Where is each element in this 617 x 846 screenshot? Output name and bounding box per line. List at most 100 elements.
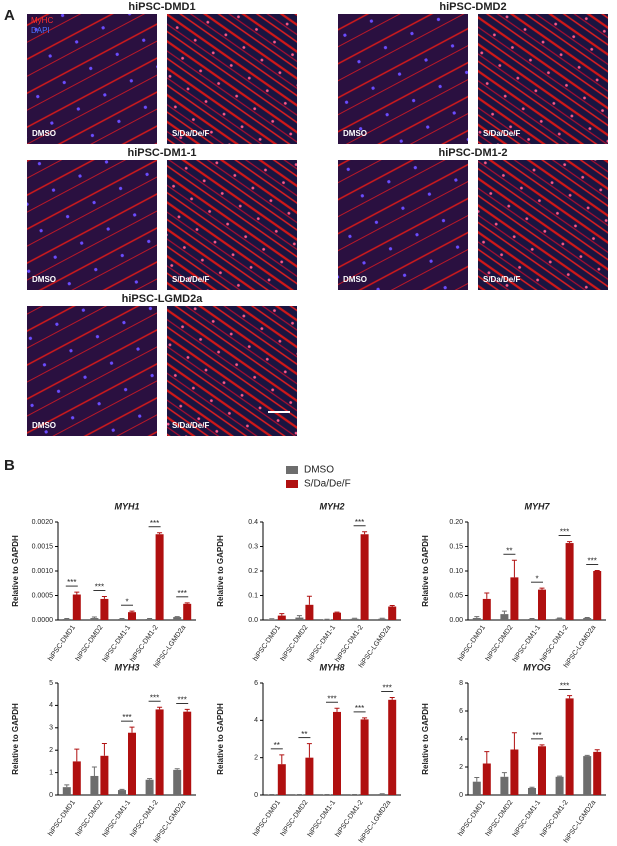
y-tick-label: 0 [49, 792, 53, 799]
x-tick-label: hiPSC-DMD1 [252, 799, 282, 838]
y-tick-label: 0 [254, 792, 258, 799]
error-bar [184, 708, 190, 712]
error-bar [64, 784, 70, 788]
bar [510, 749, 519, 795]
bar [62, 619, 71, 620]
y-tick-label: 4 [49, 702, 53, 709]
error-bar [567, 695, 573, 699]
x-tick-label: hiPSC-DMD1 [47, 624, 77, 663]
y-tick-label: 0.3 [248, 543, 258, 550]
bar [183, 603, 192, 620]
error-bar [306, 743, 312, 758]
y-tick-label: 5 [49, 680, 53, 687]
x-tick-label: hiPSC-DM1-1 [512, 624, 543, 663]
error-bar [501, 772, 507, 777]
significance-label: *** [122, 713, 131, 722]
error-bar [594, 749, 600, 752]
error-bar [484, 592, 490, 599]
error-bar [501, 610, 507, 615]
y-axis-label: Relative to GAPDH [421, 703, 430, 775]
micrograph [338, 14, 468, 144]
bar [528, 619, 536, 620]
error-bar [74, 591, 80, 595]
bar [128, 612, 136, 620]
error-bar [362, 531, 368, 535]
condition-label: S/Da/De/F [483, 275, 520, 284]
x-tick-label: hiPSC-DM1-2 [539, 624, 570, 663]
error-bar [296, 615, 302, 618]
micrograph [27, 160, 157, 290]
condition-label: DMSO [32, 129, 56, 138]
bar [482, 763, 491, 795]
error-bar [129, 610, 135, 613]
significance-label: *** [178, 696, 187, 705]
significance-label: * [535, 574, 538, 583]
y-tick-label: 0.2 [248, 568, 258, 575]
significance-label: *** [150, 693, 159, 702]
bar [555, 776, 564, 795]
condition-label: S/Da/De/F [172, 421, 209, 430]
x-tick-label: hiPSC-DM1-2 [334, 624, 365, 663]
micrograph [27, 14, 157, 144]
y-axis-label: Relative to GAPDH [421, 535, 430, 607]
legend-label: S/Da/De/F [304, 479, 351, 490]
x-tick-label: hiPSC-DM1-2 [539, 799, 570, 838]
error-bar [91, 766, 97, 776]
y-tick-label: 8 [459, 680, 463, 687]
y-tick-label: 0.0010 [32, 568, 54, 575]
bar [378, 794, 387, 795]
y-axis-label: Relative to GAPDH [11, 535, 20, 607]
bar [173, 769, 182, 795]
y-tick-label: 6 [459, 708, 463, 715]
bar [500, 614, 509, 620]
bar [388, 699, 397, 795]
bar [583, 756, 592, 795]
error-bar [91, 616, 97, 619]
bar [378, 618, 387, 620]
condition-label: DMSO [343, 275, 367, 284]
bar [538, 589, 546, 620]
error-bar [484, 751, 490, 764]
error-bar [511, 732, 517, 750]
significance-label: *** [355, 704, 364, 713]
error-bar [74, 748, 80, 762]
stain-legend: DAPI [31, 26, 50, 35]
bar [565, 543, 574, 620]
bar [62, 787, 71, 795]
micrograph [167, 14, 297, 144]
bar [118, 790, 126, 795]
error-bar [157, 532, 163, 535]
bar [472, 781, 481, 795]
y-tick-label: 0.05 [449, 592, 463, 599]
bar [388, 606, 397, 620]
error-bar [147, 778, 153, 780]
error-bar [334, 707, 340, 712]
significance-label: *** [67, 578, 76, 587]
x-tick-label: hiPSC-DMD2 [75, 624, 105, 663]
bar [128, 732, 136, 795]
bar [277, 615, 286, 620]
group-title: hiPSC-DM1-1 [127, 147, 196, 159]
y-tick-label: 3 [49, 725, 53, 732]
micrograph [478, 14, 608, 144]
y-tick-label: 1 [49, 769, 53, 776]
y-tick-label: 0.0 [248, 617, 258, 624]
bar [183, 711, 192, 795]
bar [528, 788, 536, 795]
significance-label: *** [150, 519, 159, 528]
x-tick-label: hiPSC-DMD1 [252, 624, 282, 663]
significance-label: *** [560, 682, 569, 691]
bar [565, 698, 574, 795]
x-tick-label: hiPSC-DMD1 [47, 799, 77, 838]
y-tick-label: 0.4 [248, 519, 258, 526]
y-tick-label: 0.0020 [32, 519, 54, 526]
x-tick-label: hiPSC-DM1-2 [129, 799, 160, 838]
chart-title: MYOG [523, 662, 551, 672]
bar [482, 598, 491, 620]
y-tick-label: 0.0005 [32, 592, 54, 599]
bar [333, 612, 341, 620]
y-tick-label: 0.10 [449, 568, 463, 575]
bar [118, 619, 126, 620]
error-bar [529, 786, 535, 788]
